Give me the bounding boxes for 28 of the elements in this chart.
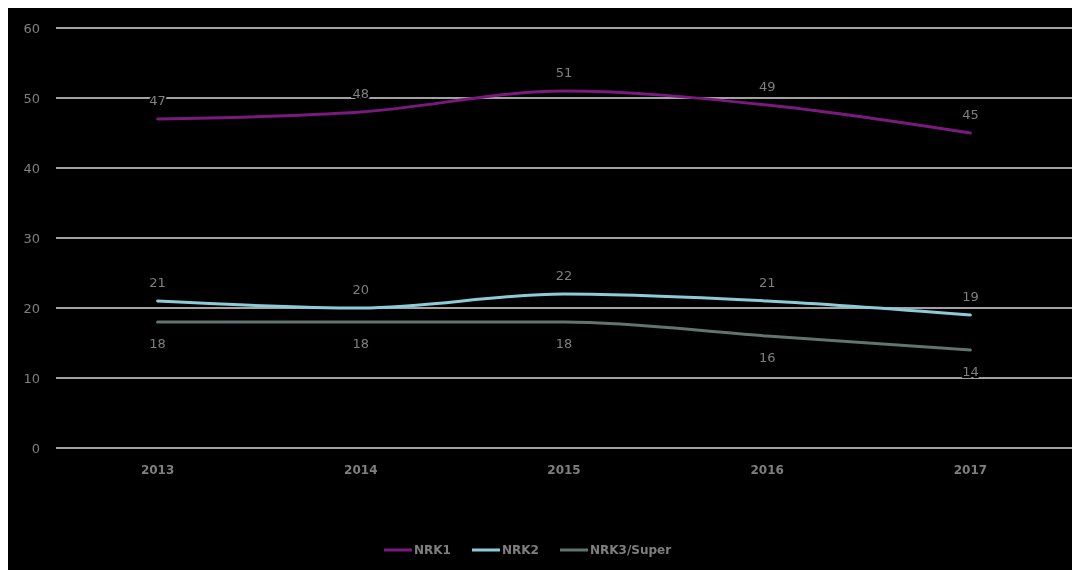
x-tick-label: 2014: [344, 463, 378, 477]
data-label: 21: [149, 275, 166, 290]
legend-label: NRK2: [502, 543, 539, 558]
data-label: 20: [352, 282, 370, 297]
data-label: 45: [962, 107, 979, 122]
data-label: 14: [962, 364, 979, 379]
x-tick-label: 2017: [953, 463, 988, 477]
x-tick-label: 2015: [547, 463, 581, 477]
y-tick-label: 60: [23, 20, 40, 36]
legend-label: NRK1: [414, 543, 451, 558]
legend-label: NRK3/Super: [590, 543, 672, 558]
data-label: 18: [555, 336, 573, 351]
y-tick-label: 0: [31, 440, 40, 456]
x-tick-label: 2013: [140, 463, 175, 477]
y-tick-label: 50: [23, 90, 40, 106]
y-tick-label: 40: [23, 160, 40, 176]
data-label: 51: [555, 65, 573, 80]
y-tick-label: 20: [23, 300, 40, 316]
data-label: 18: [149, 336, 166, 351]
data-label: 21: [758, 275, 776, 290]
y-tick-label: 30: [23, 230, 40, 246]
data-label: 49: [758, 79, 776, 94]
data-label: 18: [352, 336, 370, 351]
data-label: 16: [758, 350, 776, 365]
x-tick-label: 2016: [750, 463, 784, 477]
data-label: 19: [962, 289, 979, 304]
data-label: 22: [555, 268, 573, 283]
y-tick-label: 10: [23, 370, 40, 386]
